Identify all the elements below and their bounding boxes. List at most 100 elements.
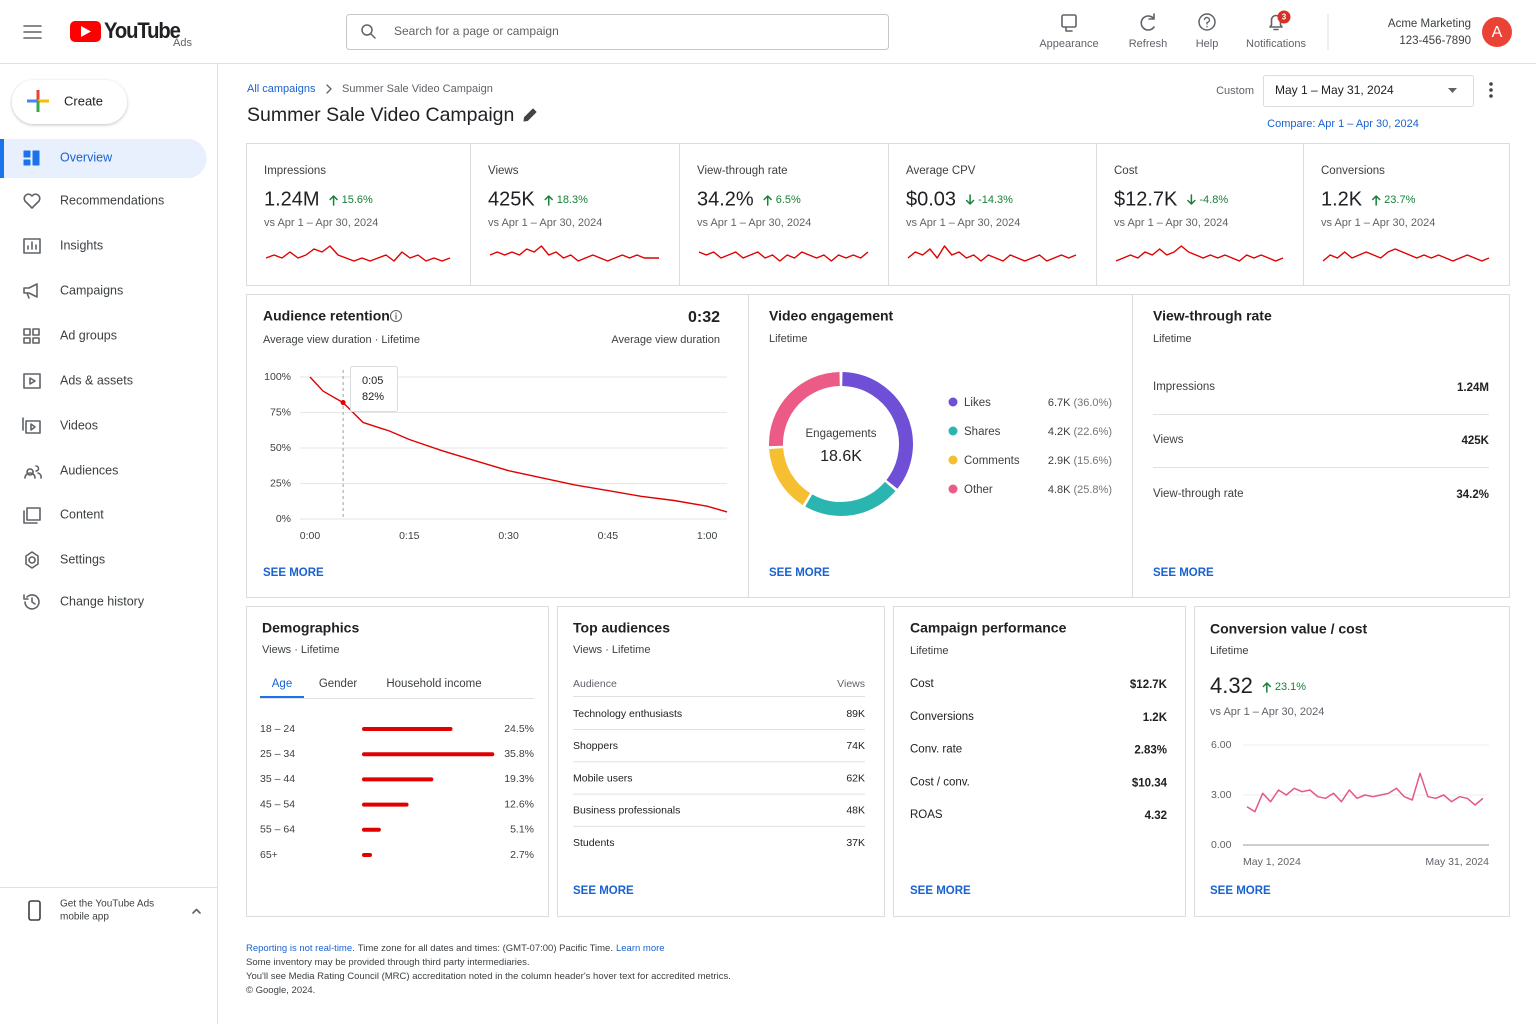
nav-item[interactable] [0,407,211,446]
logo-text: YouTube [104,19,181,43]
compare-link[interactable]: Compare: Apr 1 – Apr 30, 2024 [1267,118,1419,130]
see-more-link[interactable]: SEE MORE [910,885,971,897]
see-more-link[interactable]: SEE MORE [263,567,324,579]
nav-label: Campaigns [60,283,123,297]
x-tick-label: 0:15 [399,530,420,542]
refresh-icon [1140,13,1155,31]
card-subtitle: Lifetime [910,645,949,657]
donut-center-value: 18.6K [820,448,862,465]
x-tick-label: May 31, 2024 [1425,856,1489,868]
search-box[interactable] [346,14,889,50]
summary-value: 0:32 [688,309,720,326]
create-button[interactable] [12,80,127,124]
metric-value: 1.24M [1457,382,1489,394]
y-tick-label: 6.00 [1211,739,1232,751]
nav-icon [23,507,41,524]
nav-label: Videos [60,418,98,432]
y-tick-label: 3.00 [1211,789,1232,801]
kpi-label: Average CPV [906,165,976,177]
metric-value: $12.7K [1130,679,1168,691]
breadcrumb-link[interactable]: All campaigns [247,83,316,95]
bar-value-label: 5.1% [510,824,534,836]
metric-value: 425K [1462,435,1490,447]
appearance-icon-stand [1065,26,1073,32]
nav-label: Ads & assets [60,373,133,387]
legend-value: 4.8K (25.8%) [1048,484,1112,496]
metric-label: View-through rate [1153,488,1244,500]
trend-arrow [1371,195,1381,206]
date-dropdown[interactable] [1263,75,1474,107]
nav-item[interactable] [0,227,211,266]
card [1194,606,1510,917]
x-tick-label: 1:00 [697,530,718,542]
account-id: 123-456-7890 [1399,35,1471,47]
tab[interactable]: Gender [319,678,358,690]
appearance-icon [1061,14,1077,28]
card-title: Video engagement [769,308,894,324]
legend-value: 6.7K (36.0%) [1048,397,1112,409]
collapse-chevron[interactable] [192,908,201,914]
legend-label: Shares [964,426,1001,438]
trend-arrow [1187,194,1196,205]
kpi-comparison: vs Apr 1 – Apr 30, 2024 [1114,217,1228,229]
nav-icon [23,283,38,299]
kpi-label: View-through rate [697,165,788,177]
metric-value: $10.34 [1132,777,1168,789]
nav-icon [22,417,41,434]
donut-slice [769,447,811,505]
card-title: View-through rate [1153,308,1272,324]
change-label: 23.7% [1384,194,1415,206]
bar-label: 35 – 44 [260,773,295,785]
see-more-link[interactable]: SEE MORE [1210,885,1271,897]
x-tick-label: May 1, 2024 [1243,856,1301,868]
metric-label: Conv. rate [910,744,962,756]
app-promo: Get the YouTube Ads [60,899,154,910]
audience-name: Shoppers [573,740,618,752]
nav-item[interactable] [0,496,211,535]
trend-arrow [763,195,772,206]
change-label: 18.3% [557,194,588,206]
nav-item[interactable] [0,541,211,580]
see-more-link[interactable]: SEE MORE [573,885,634,897]
change-label: 23.1% [1275,681,1306,693]
card-title: Audience retention [263,308,390,324]
phone-icon [28,900,41,921]
donut-slice [805,481,896,516]
avatar[interactable] [1482,17,1512,47]
card [893,606,1186,917]
card-title: Campaign performance [910,620,1067,636]
trend-arrow [329,195,338,206]
edit-icon[interactable] [523,108,537,122]
tooltip-point [340,400,346,406]
tooltip [350,366,398,412]
audience-name: Students [573,837,614,849]
audience-name: Mobile users [573,772,633,784]
footer-link[interactable]: Reporting is not real-time. [246,943,355,954]
more-menu[interactable] [1481,78,1501,102]
header-action-label: Appearance [1039,38,1098,50]
legend-value: 2.9K (15.6%) [1048,455,1112,467]
tab[interactable]: Household income [386,678,481,690]
search-icon-handle [370,33,376,39]
nav-label: Change history [60,594,145,608]
retention-line [309,376,728,513]
audience-views: 48K [846,805,865,817]
kpi-comparison: vs Apr 1 – Apr 30, 2024 [697,217,811,229]
tab[interactable]: Age [272,678,292,690]
kpi-label: Impressions [264,165,326,177]
kpi-comparison: vs Apr 1 – Apr 30, 2024 [264,217,378,229]
donut-slice [769,372,841,447]
notification-badge [1277,10,1291,24]
see-more-link[interactable]: SEE MORE [1153,567,1214,579]
bar [362,777,434,782]
notification-count: 3 [1282,13,1287,22]
menu-icon[interactable] [23,25,42,39]
footer-link[interactable]: Learn more [616,943,665,954]
nav-icon [23,193,41,209]
bar-label: 18 – 24 [260,723,295,735]
sparkline [489,245,659,262]
footer-text: Time zone for all dates and times: (GMT-… [358,943,613,954]
see-more-link[interactable]: SEE MORE [769,567,830,579]
y-tick-label: 50% [270,442,291,454]
